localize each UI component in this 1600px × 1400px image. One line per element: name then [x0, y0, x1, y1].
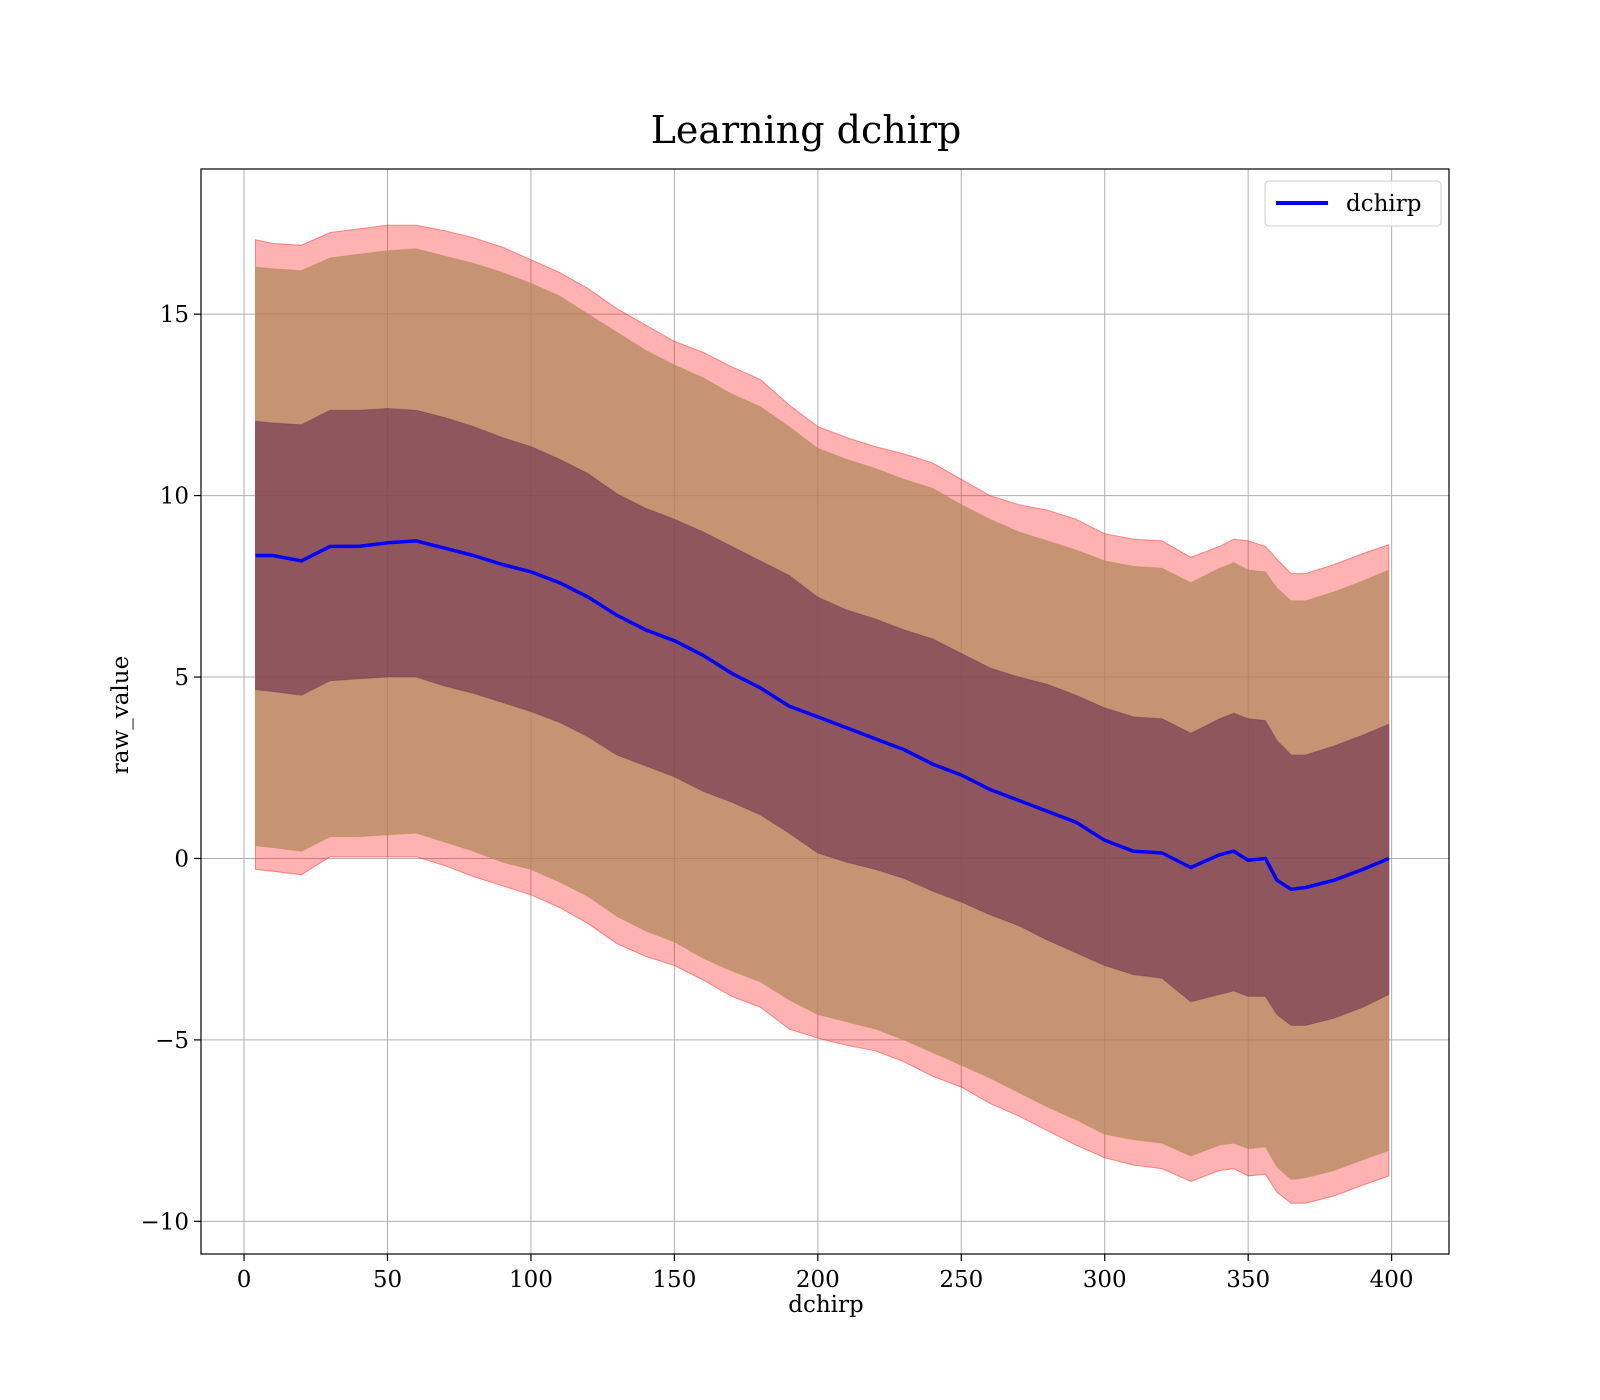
confidence-bands	[255, 224, 1390, 1204]
x-tick-label: 50	[373, 1267, 402, 1293]
series-lines	[255, 539, 1390, 892]
y-tick-label: 0	[174, 846, 189, 872]
y-tick-label: 15	[160, 302, 189, 328]
x-axis-ticks: 0 50 100 150 200 250 300 350 400	[237, 1254, 1414, 1293]
x-tick-label: 100	[509, 1267, 553, 1293]
y-tick-label: −5	[155, 1028, 189, 1054]
y-tick-label: 5	[174, 665, 189, 691]
chart-title: Learning dchirp	[651, 108, 962, 152]
y-axis-label: raw_value	[108, 656, 134, 774]
y-tick-label: −10	[140, 1209, 189, 1235]
x-tick-label: 350	[1226, 1267, 1270, 1293]
x-axis-label: dchirp	[788, 1292, 864, 1318]
x-tick-label: 200	[796, 1267, 840, 1293]
legend: dchirp	[1264, 180, 1442, 227]
legend-box	[1264, 180, 1442, 227]
y-axis-ticks: −10 −5 0 5 10 15	[140, 302, 201, 1235]
y-tick-label: 10	[160, 484, 189, 510]
plot-frame	[200, 168, 1450, 1255]
legend-label: dchirp	[1346, 191, 1422, 217]
x-tick-label: 250	[939, 1267, 983, 1293]
x-tick-label: 150	[652, 1267, 696, 1293]
x-tick-label: 400	[1370, 1267, 1414, 1293]
x-tick-label: 300	[1083, 1267, 1127, 1293]
series-line-dchirp	[255, 539, 1390, 892]
x-tick-label: 0	[237, 1267, 252, 1293]
